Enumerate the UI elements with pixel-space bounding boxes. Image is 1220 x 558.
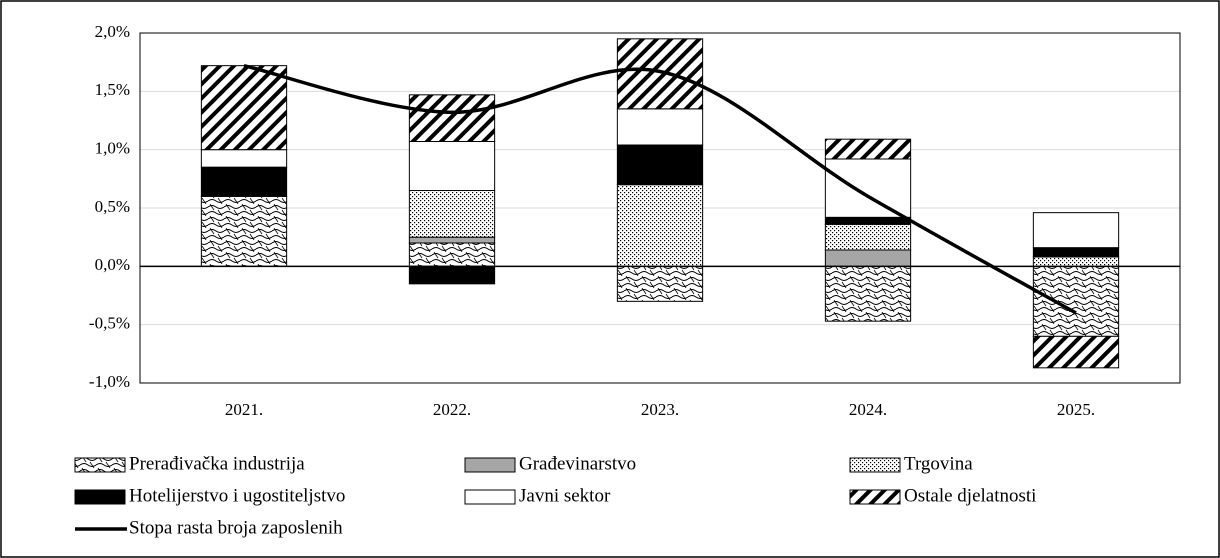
bar-segment bbox=[200, 166, 288, 197]
legend-swatch bbox=[849, 489, 901, 505]
legend-label: Javni sektor bbox=[519, 485, 611, 506]
bar-segment bbox=[408, 236, 496, 244]
bar-segment bbox=[824, 249, 912, 267]
y-tick-label: 2,0% bbox=[95, 22, 130, 41]
bar-segment bbox=[824, 158, 912, 218]
legend-label: Prerađivačka industrija bbox=[129, 453, 305, 474]
y-tick-label: 1,0% bbox=[95, 139, 130, 158]
bar-segment bbox=[1032, 335, 1120, 369]
bar-segment bbox=[408, 242, 496, 267]
legend-swatch bbox=[74, 457, 126, 473]
bar-segment bbox=[1032, 212, 1120, 249]
bar-segment bbox=[616, 144, 704, 186]
bar-segment bbox=[824, 216, 912, 225]
bar-segment bbox=[1032, 265, 1120, 337]
line-series bbox=[243, 63, 1077, 315]
bar-segment bbox=[616, 184, 704, 267]
legend-swatch bbox=[464, 489, 516, 505]
legend-label: Trgovina bbox=[904, 453, 973, 474]
bar-segment bbox=[408, 141, 496, 191]
y-tick-label: 1,5% bbox=[95, 80, 130, 99]
bar-segment bbox=[616, 265, 704, 302]
legend-swatch bbox=[464, 457, 516, 473]
bar-segment bbox=[824, 265, 912, 322]
y-tick-label: 0,5% bbox=[95, 197, 130, 216]
x-tick-label: 2022. bbox=[433, 400, 471, 419]
legend-label: Hotelijerstvo i ugostiteljstvo bbox=[129, 485, 345, 506]
bar-segment bbox=[408, 94, 496, 143]
x-tick-label: 2025. bbox=[1057, 400, 1095, 419]
bar-segment bbox=[408, 265, 496, 285]
y-tick-label: -0,5% bbox=[89, 314, 130, 333]
bar-segment bbox=[616, 108, 704, 146]
bar-segment bbox=[824, 138, 912, 160]
legend-label: Stopa rasta broja zaposlenih bbox=[129, 517, 343, 538]
bar-segment bbox=[200, 65, 288, 151]
bar-segment bbox=[1032, 247, 1120, 258]
bar-segment bbox=[200, 195, 288, 267]
x-tick-label: 2024. bbox=[849, 400, 887, 419]
bar-segment bbox=[408, 190, 496, 238]
y-tick-label: -1,0% bbox=[89, 372, 130, 391]
y-tick-label: 0,0% bbox=[95, 255, 130, 274]
bar-segment bbox=[616, 38, 704, 110]
bar-segment bbox=[1032, 256, 1120, 267]
legend-swatch bbox=[74, 489, 126, 505]
legend-label: Ostale djelatnosti bbox=[904, 485, 1036, 506]
legend-swatch bbox=[849, 457, 901, 473]
plot-frame bbox=[139, 32, 1181, 384]
x-tick-label: 2023. bbox=[641, 400, 679, 419]
x-tick-label: 2021. bbox=[225, 400, 263, 419]
bar-segment bbox=[200, 149, 288, 168]
bar-segment bbox=[824, 223, 912, 251]
legend-label: Građevinarstvo bbox=[519, 453, 636, 474]
